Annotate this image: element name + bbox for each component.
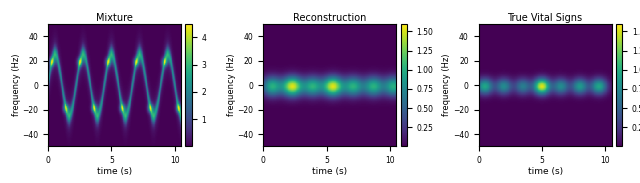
- X-axis label: time (s): time (s): [312, 167, 348, 175]
- Title: Mixture: Mixture: [96, 13, 133, 23]
- X-axis label: time (s): time (s): [97, 167, 132, 175]
- Title: Reconstruction: Reconstruction: [293, 13, 367, 23]
- X-axis label: time (s): time (s): [527, 167, 563, 175]
- Title: True Vital Signs: True Vital Signs: [508, 13, 582, 23]
- Y-axis label: frequency (Hz): frequency (Hz): [12, 54, 20, 116]
- Y-axis label: frequency (Hz): frequency (Hz): [227, 54, 236, 116]
- Y-axis label: frequency (Hz): frequency (Hz): [442, 54, 451, 116]
